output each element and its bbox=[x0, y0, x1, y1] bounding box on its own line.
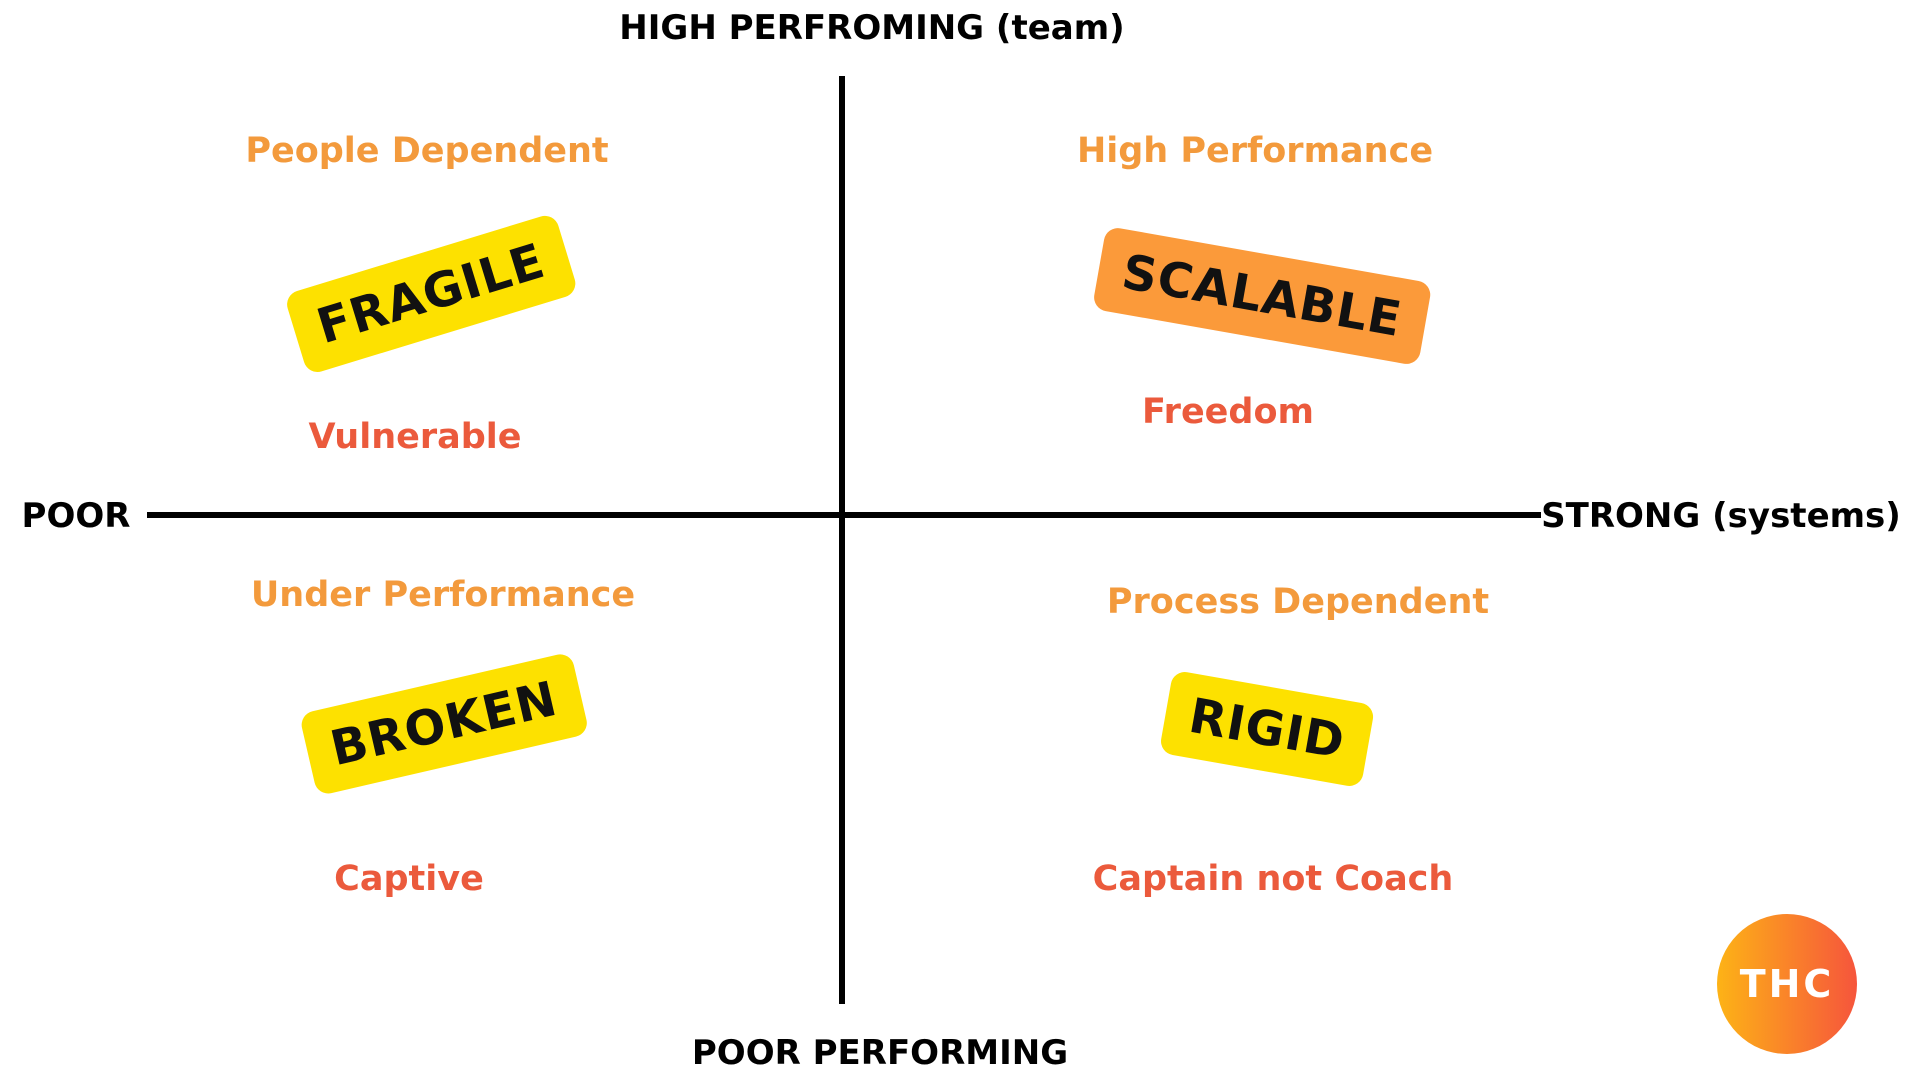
quadrant-heading: People Dependent bbox=[245, 131, 609, 171]
axis-right: STRONG (systems) bbox=[1541, 496, 1901, 536]
logo: THC bbox=[1717, 914, 1857, 1054]
quadrant-heading: Process Dependent bbox=[1106, 582, 1490, 622]
quadrant-note: Freedom bbox=[1142, 392, 1314, 432]
axis-left: POOR bbox=[21, 496, 131, 536]
axis-top: HIGH PERFROMING (team) bbox=[619, 8, 1125, 48]
axis-bottom: POOR PERFORMING bbox=[691, 1033, 1069, 1073]
quadrant-badge: RIGID bbox=[1158, 669, 1376, 789]
quadrant-badge: SCALABLE bbox=[1091, 225, 1433, 367]
quadrant-heading: Under Performance bbox=[250, 575, 636, 615]
quadrant-note: Vulnerable bbox=[308, 417, 522, 457]
quadrant-note: Captain not Coach bbox=[1092, 859, 1454, 899]
vertical-axis bbox=[839, 76, 845, 1004]
quadrant-note: Captive bbox=[334, 859, 484, 899]
horizontal-axis bbox=[147, 512, 1541, 518]
quadrant-badge: FRAGILE bbox=[283, 212, 579, 376]
quadrant-badge: BROKEN bbox=[298, 651, 590, 797]
quadrant-heading: High Performance bbox=[1076, 131, 1434, 171]
